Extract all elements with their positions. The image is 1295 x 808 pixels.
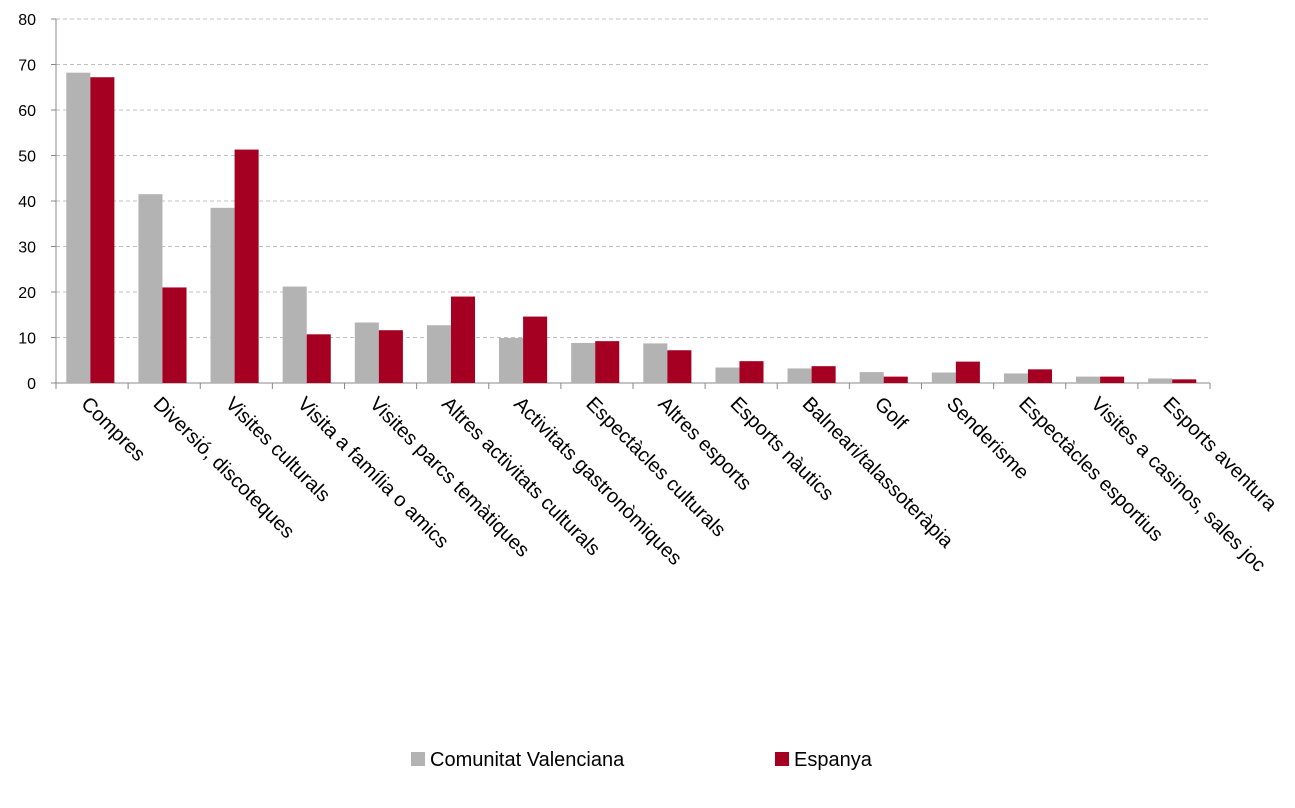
legend-label: Espanya: [794, 749, 873, 771]
y-tick-label: 70: [18, 58, 36, 75]
bar: [450, 296, 476, 383]
bar: [1100, 376, 1125, 383]
y-tick-label: 60: [18, 103, 36, 120]
bar: [1148, 378, 1173, 383]
y-tick-label: 50: [18, 149, 36, 166]
bar: [354, 322, 379, 383]
bar: [66, 72, 91, 383]
y-tick-label: 30: [18, 240, 36, 257]
bar: [1076, 376, 1101, 383]
x-tick-label: Golf: [870, 393, 912, 435]
legend-swatch: [775, 752, 789, 766]
y-tick-label: 40: [18, 194, 36, 211]
y-tick-label: 20: [18, 285, 36, 302]
y-tick-label: 80: [18, 12, 36, 29]
bar: [234, 149, 259, 383]
bar: [90, 77, 115, 384]
bar: [787, 368, 812, 383]
bar: [883, 376, 908, 383]
bar: [859, 372, 884, 383]
bar: [715, 367, 740, 383]
x-tick-label: Compres: [77, 393, 150, 466]
bar: [739, 361, 764, 383]
bar: [1003, 373, 1028, 383]
bar: [571, 342, 596, 383]
bar: [162, 287, 187, 383]
y-tick-label: 10: [18, 331, 36, 348]
bar: [931, 372, 956, 383]
bar: [378, 330, 403, 383]
bar: [1172, 379, 1197, 383]
x-tick-label: Espectàcles esportius: [1014, 393, 1167, 546]
bar: [499, 337, 524, 383]
bar: [138, 194, 163, 383]
bar: [282, 286, 307, 383]
bar: [210, 207, 235, 383]
x-tick-label: Diversió, discoteques: [149, 393, 299, 543]
legend-label: Comunitat Valenciana: [430, 749, 625, 771]
bar: [667, 350, 692, 383]
bar: [1027, 369, 1053, 383]
bar: [955, 361, 980, 383]
bar: [426, 325, 451, 383]
x-tick-label: Espectàcles culturals: [581, 393, 729, 541]
legend-swatch: [411, 752, 425, 766]
bar: [643, 343, 668, 383]
bar: [595, 341, 620, 383]
bar: [523, 316, 548, 383]
bar: [306, 334, 331, 383]
bar: [811, 366, 836, 383]
y-tick-label: 0: [27, 376, 36, 393]
